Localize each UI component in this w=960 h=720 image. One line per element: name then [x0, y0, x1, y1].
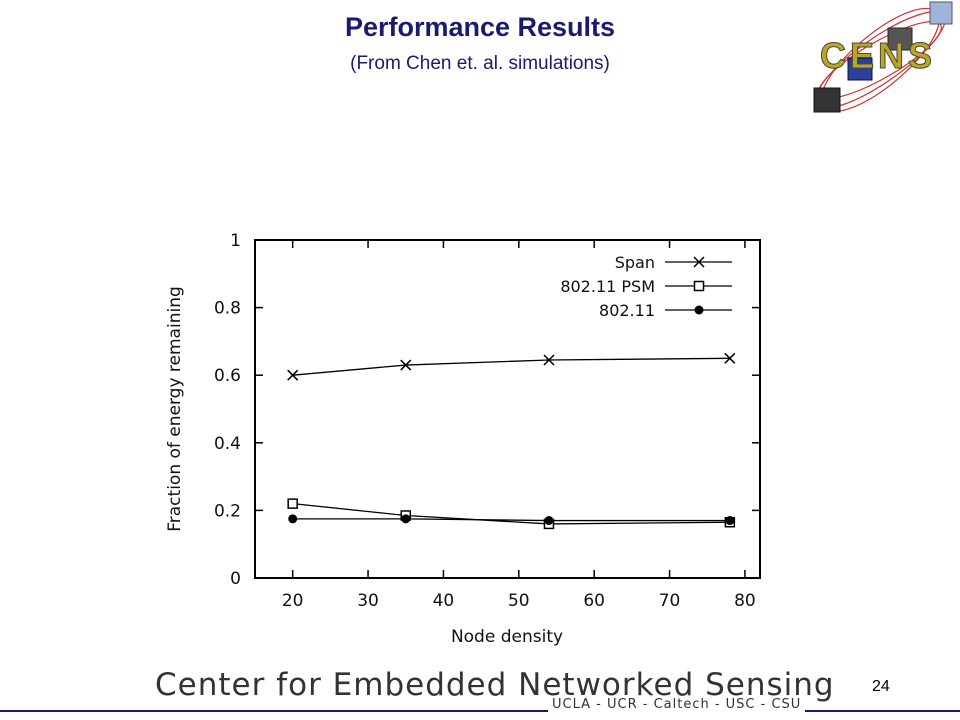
data-point-0 — [287, 369, 299, 381]
logo-cube-top — [929, 1, 953, 25]
legend-label: Span — [615, 253, 655, 272]
line-chart: 0 0.2 0.4 0.6 0.8 1 20 30 40 50 60 70 80 Span 802.11… — [165, 231, 761, 647]
y-axis-label: Fraction of energy remaining — [165, 286, 185, 532]
x-tick-label: 30 — [357, 591, 379, 611]
x-tick-labels: 20 30 40 50 60 70 80 — [282, 591, 756, 611]
logo-text: CENS — [820, 35, 936, 76]
cens-logo: CENS — [813, 1, 953, 113]
legend-marker — [693, 256, 705, 268]
data-point-2 — [544, 516, 554, 526]
logo-cube-mid — [887, 27, 913, 51]
series-lines — [292, 357, 730, 525]
series-markers — [287, 352, 736, 530]
logo-cube-bottom — [813, 87, 841, 113]
legend-marker — [693, 280, 705, 292]
logo-cube-blue — [847, 57, 873, 81]
data-point-2 — [401, 514, 411, 524]
plot-frame — [254, 239, 761, 579]
axis-ticks — [255, 239, 760, 579]
series-line-2 — [292, 518, 730, 522]
series-line-0 — [292, 357, 730, 376]
x-tick-label: 80 — [734, 591, 756, 611]
slide-title: Performance Results — [344, 12, 616, 42]
data-point-0 — [400, 359, 412, 371]
x-tick-label: 70 — [659, 591, 681, 611]
legend-marker — [694, 305, 704, 315]
y-tick-label: 1 — [230, 231, 241, 251]
legend-label: 802.11 — [599, 301, 655, 320]
data-point-2 — [725, 516, 735, 526]
x-axis-label: Node density — [451, 627, 563, 647]
slide-subtitle: (From Chen et. al. simulations) — [350, 53, 610, 74]
y-tick-label: 0.2 — [214, 501, 241, 521]
y-tick-label: 0.4 — [214, 434, 241, 454]
legend: Span 802.11 PSM 802.11 — [560, 253, 732, 320]
y-tick-label: 0.8 — [214, 299, 241, 319]
page-number: 24 — [872, 678, 890, 695]
legend-label: 802.11 PSM — [560, 277, 655, 296]
x-tick-label: 50 — [508, 591, 530, 611]
y-tick-label: 0 — [230, 569, 241, 589]
x-tick-label: 40 — [433, 591, 455, 611]
footer-subtitle: UCLA - UCR - Caltech - USC - CSU — [548, 697, 806, 712]
data-point-0 — [543, 354, 555, 366]
data-point-2 — [288, 514, 298, 524]
footer-divider — [0, 710, 960, 712]
x-tick-label: 20 — [282, 591, 304, 611]
data-point-0 — [724, 352, 736, 364]
data-point-1 — [287, 498, 298, 509]
x-tick-label: 60 — [583, 591, 605, 611]
y-tick-label: 0.6 — [214, 366, 241, 386]
y-tick-labels: 0 0.2 0.4 0.6 0.8 1 — [214, 231, 241, 589]
